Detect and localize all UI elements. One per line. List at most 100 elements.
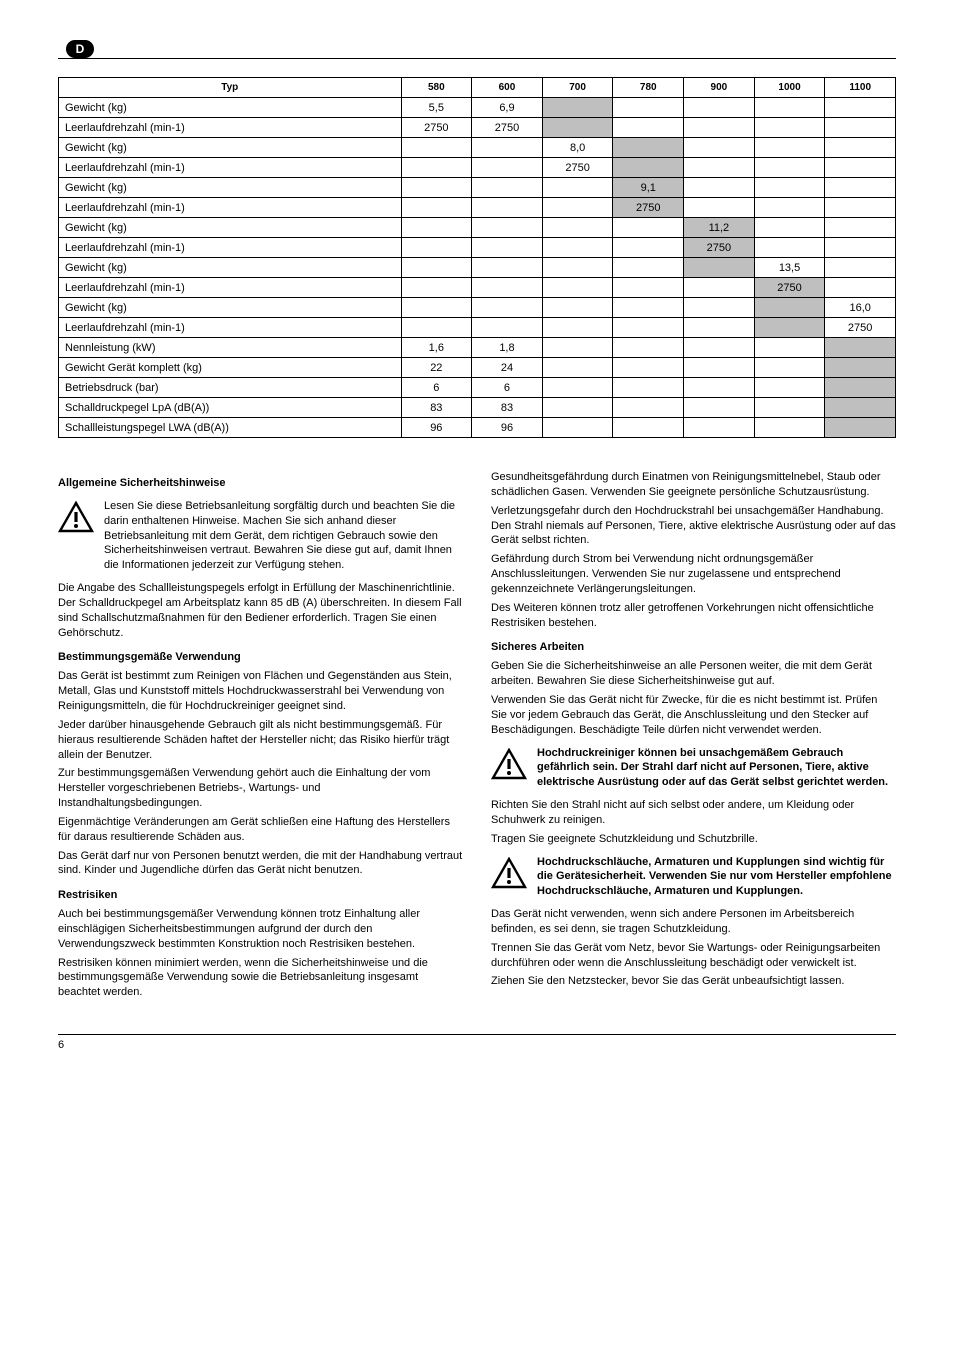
- table-row: Gewicht (kg)8,0: [59, 138, 896, 158]
- head-cell: 600: [472, 78, 543, 98]
- cell: [754, 218, 825, 238]
- cell: [542, 218, 613, 238]
- cell: [613, 98, 684, 118]
- cell: [613, 338, 684, 358]
- cell: [825, 338, 896, 358]
- paragraph: Verletzungsgefahr durch den Hochdruckstr…: [491, 504, 896, 549]
- row-label: Schallleistungspegel LWA (dB(A)): [59, 418, 402, 438]
- cell: 83: [401, 398, 472, 418]
- head-cell: 1000: [754, 78, 825, 98]
- cell: [825, 198, 896, 218]
- left-column: Allgemeine Sicherheitshinweise Lesen Sie…: [58, 466, 463, 1004]
- cell: [613, 418, 684, 438]
- cell: [401, 198, 472, 218]
- cell: 83: [472, 398, 543, 418]
- warning-icon: [491, 748, 527, 780]
- cell: [613, 298, 684, 318]
- cell: [754, 398, 825, 418]
- cell: [542, 418, 613, 438]
- paragraph: Geben Sie die Sicherheitshinweise an all…: [491, 659, 896, 689]
- paragraph: Zur bestimmungsgemäßen Verwendung gehört…: [58, 766, 463, 811]
- cell: [754, 238, 825, 258]
- paragraph: Das Gerät nicht verwenden, wenn sich and…: [491, 907, 896, 937]
- cell: [472, 218, 543, 238]
- row-label: Gewicht (kg): [59, 258, 402, 278]
- paragraph: Trennen Sie das Gerät vom Netz, bevor Si…: [491, 941, 896, 971]
- table-row: Leerlaufdrehzahl (min-1)2750: [59, 318, 896, 338]
- cell: [542, 98, 613, 118]
- cell: [472, 258, 543, 278]
- section-title: Sicheres Arbeiten: [491, 640, 896, 655]
- cell: 96: [401, 418, 472, 438]
- cell: 96: [472, 418, 543, 438]
- cell: [825, 378, 896, 398]
- head-cell: 780: [613, 78, 684, 98]
- cell: [613, 238, 684, 258]
- cell: 2750: [401, 118, 472, 138]
- cell: [825, 98, 896, 118]
- row-label: Leerlaufdrehzahl (min-1): [59, 118, 402, 138]
- paragraph: Gesundheitsgefährdung durch Einatmen von…: [491, 470, 896, 500]
- specification-table: Typ 580 600 700 780 900 1000 1100 Gewich…: [58, 77, 896, 438]
- cell: [542, 298, 613, 318]
- cell: 2750: [754, 278, 825, 298]
- section-title: Allgemeine Sicherheitshinweise: [58, 476, 463, 491]
- cell: [825, 178, 896, 198]
- cell: [613, 218, 684, 238]
- row-label: Gewicht (kg): [59, 218, 402, 238]
- row-label: Gewicht (kg): [59, 178, 402, 198]
- row-label: Leerlaufdrehzahl (min-1): [59, 238, 402, 258]
- cell: [754, 198, 825, 218]
- table-row: Schalldruckpegel LpA (dB(A))8383: [59, 398, 896, 418]
- cell: 6: [472, 378, 543, 398]
- cell: 24: [472, 358, 543, 378]
- row-label: Gewicht (kg): [59, 98, 402, 118]
- cell: 1,8: [472, 338, 543, 358]
- cell: [613, 158, 684, 178]
- cell: 2750: [684, 238, 755, 258]
- cell: [825, 398, 896, 418]
- cell: [684, 338, 755, 358]
- table-row: Leerlaufdrehzahl (min-1)2750: [59, 198, 896, 218]
- cell: [754, 358, 825, 378]
- cell: [542, 178, 613, 198]
- cell: [684, 138, 755, 158]
- page-number: 6: [58, 1039, 64, 1051]
- cell: [684, 258, 755, 278]
- section-title: Bestimmungsgemäße Verwendung: [58, 650, 463, 665]
- row-label: Betriebsdruck (bar): [59, 378, 402, 398]
- table-head-row: Typ 580 600 700 780 900 1000 1100: [59, 78, 896, 98]
- cell: [401, 238, 472, 258]
- cell: [613, 258, 684, 278]
- table-row: Gewicht (kg)16,0: [59, 298, 896, 318]
- cell: 1,6: [401, 338, 472, 358]
- warning-icon: [491, 857, 527, 889]
- cell: [684, 398, 755, 418]
- cell: 2750: [542, 158, 613, 178]
- cell: [542, 258, 613, 278]
- cell: [684, 158, 755, 178]
- cell: [472, 198, 543, 218]
- cell: [754, 338, 825, 358]
- cell: [401, 318, 472, 338]
- cell: [754, 138, 825, 158]
- cell: [684, 378, 755, 398]
- cell: [401, 138, 472, 158]
- section-title: Restrisiken: [58, 888, 463, 903]
- cell: [542, 198, 613, 218]
- table-row: Leerlaufdrehzahl (min-1)2750: [59, 278, 896, 298]
- paragraph: Richten Sie den Strahl nicht auf sich se…: [491, 798, 896, 828]
- row-label: Leerlaufdrehzahl (min-1): [59, 198, 402, 218]
- head-cell: 580: [401, 78, 472, 98]
- cell: [542, 318, 613, 338]
- paragraph: Das Gerät ist bestimmt zum Reinigen von …: [58, 669, 463, 714]
- cell: [825, 158, 896, 178]
- table-row: Betriebsdruck (bar)66: [59, 378, 896, 398]
- cell: [542, 358, 613, 378]
- table-row: Gewicht Gerät komplett (kg)2224: [59, 358, 896, 378]
- cell: [472, 298, 543, 318]
- cell: [684, 358, 755, 378]
- cell: 2750: [825, 318, 896, 338]
- cell: [684, 178, 755, 198]
- cell: [825, 258, 896, 278]
